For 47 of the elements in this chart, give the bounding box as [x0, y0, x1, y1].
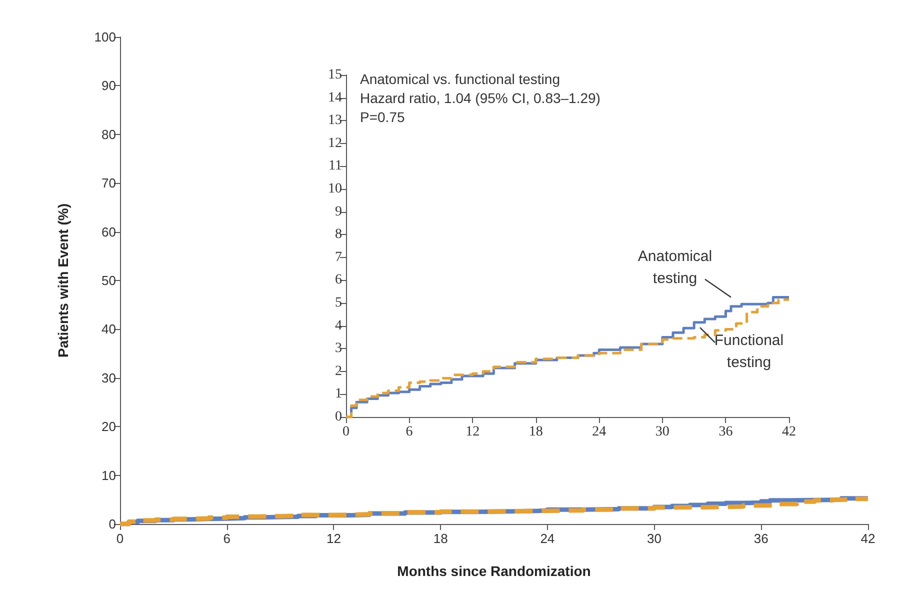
y-tick-label: 7 — [335, 250, 342, 265]
y-tick-label: 1 — [335, 386, 342, 402]
annotation: Hazard ratio, 1.04 (95% CI, 0.83–1.29) — [360, 90, 600, 106]
y-tick-label: 0 — [335, 410, 342, 424]
y-tick-label: 3 — [335, 341, 342, 356]
y-tick-label: 11 — [328, 158, 342, 174]
series-label: Functional testing — [714, 332, 784, 372]
y-tick-label: 12 — [328, 136, 342, 151]
y-tick-label: 20 — [102, 419, 116, 434]
y-tick-label: 4 — [335, 318, 342, 334]
y-tick-label: 8 — [335, 227, 342, 242]
y-tick-label: 14 — [328, 90, 342, 106]
x-tick-label: 6 — [223, 531, 230, 546]
x-tick-label: 18 — [433, 531, 448, 546]
y-tick-label: 100 — [94, 30, 116, 44]
x-tick-label: 30 — [647, 531, 662, 546]
y-tick-label: 30 — [102, 370, 116, 386]
y-tick-label: 15 — [328, 68, 342, 82]
annotation: Anatomical vs. functional testing — [360, 71, 560, 87]
y-tick-label: 6 — [335, 272, 342, 288]
x-tick-label: 36 — [718, 424, 733, 440]
x-tick-label: 12 — [466, 424, 480, 440]
series-label: Anatomical testing — [638, 248, 712, 287]
y-tick-label: 90 — [102, 78, 116, 94]
y-tick-label: 10 — [102, 468, 116, 483]
y-tick-label: 40 — [102, 322, 116, 337]
y-axis-title: Patients with Event (%) — [55, 203, 71, 358]
x-tick-label: 30 — [655, 424, 670, 440]
y-tick-label: 50 — [102, 273, 116, 288]
x-tick-label: 24 — [540, 531, 555, 546]
x-tick-label: 24 — [592, 424, 606, 440]
x-tick-label: 42 — [782, 424, 796, 440]
x-tick-label: 42 — [860, 531, 876, 546]
y-tick-label: 70 — [102, 176, 116, 191]
annotation: P=0.75 — [360, 109, 405, 125]
y-tick-label: 2 — [335, 364, 342, 379]
x-tick-label: 18 — [528, 424, 543, 440]
x-axis-title: Months since Randomization — [397, 563, 591, 579]
y-tick-label: 10 — [328, 182, 342, 196]
x-tick-label: 36 — [754, 531, 768, 546]
y-tick-label: 60 — [102, 224, 116, 240]
y-tick-label: 80 — [102, 126, 116, 142]
y-tick-label: 9 — [335, 204, 342, 220]
x-tick-label: 6 — [406, 424, 413, 440]
y-tick-label: 5 — [335, 296, 342, 310]
y-tick-label: 13 — [328, 113, 342, 128]
y-tick-label: 0 — [108, 516, 116, 532]
